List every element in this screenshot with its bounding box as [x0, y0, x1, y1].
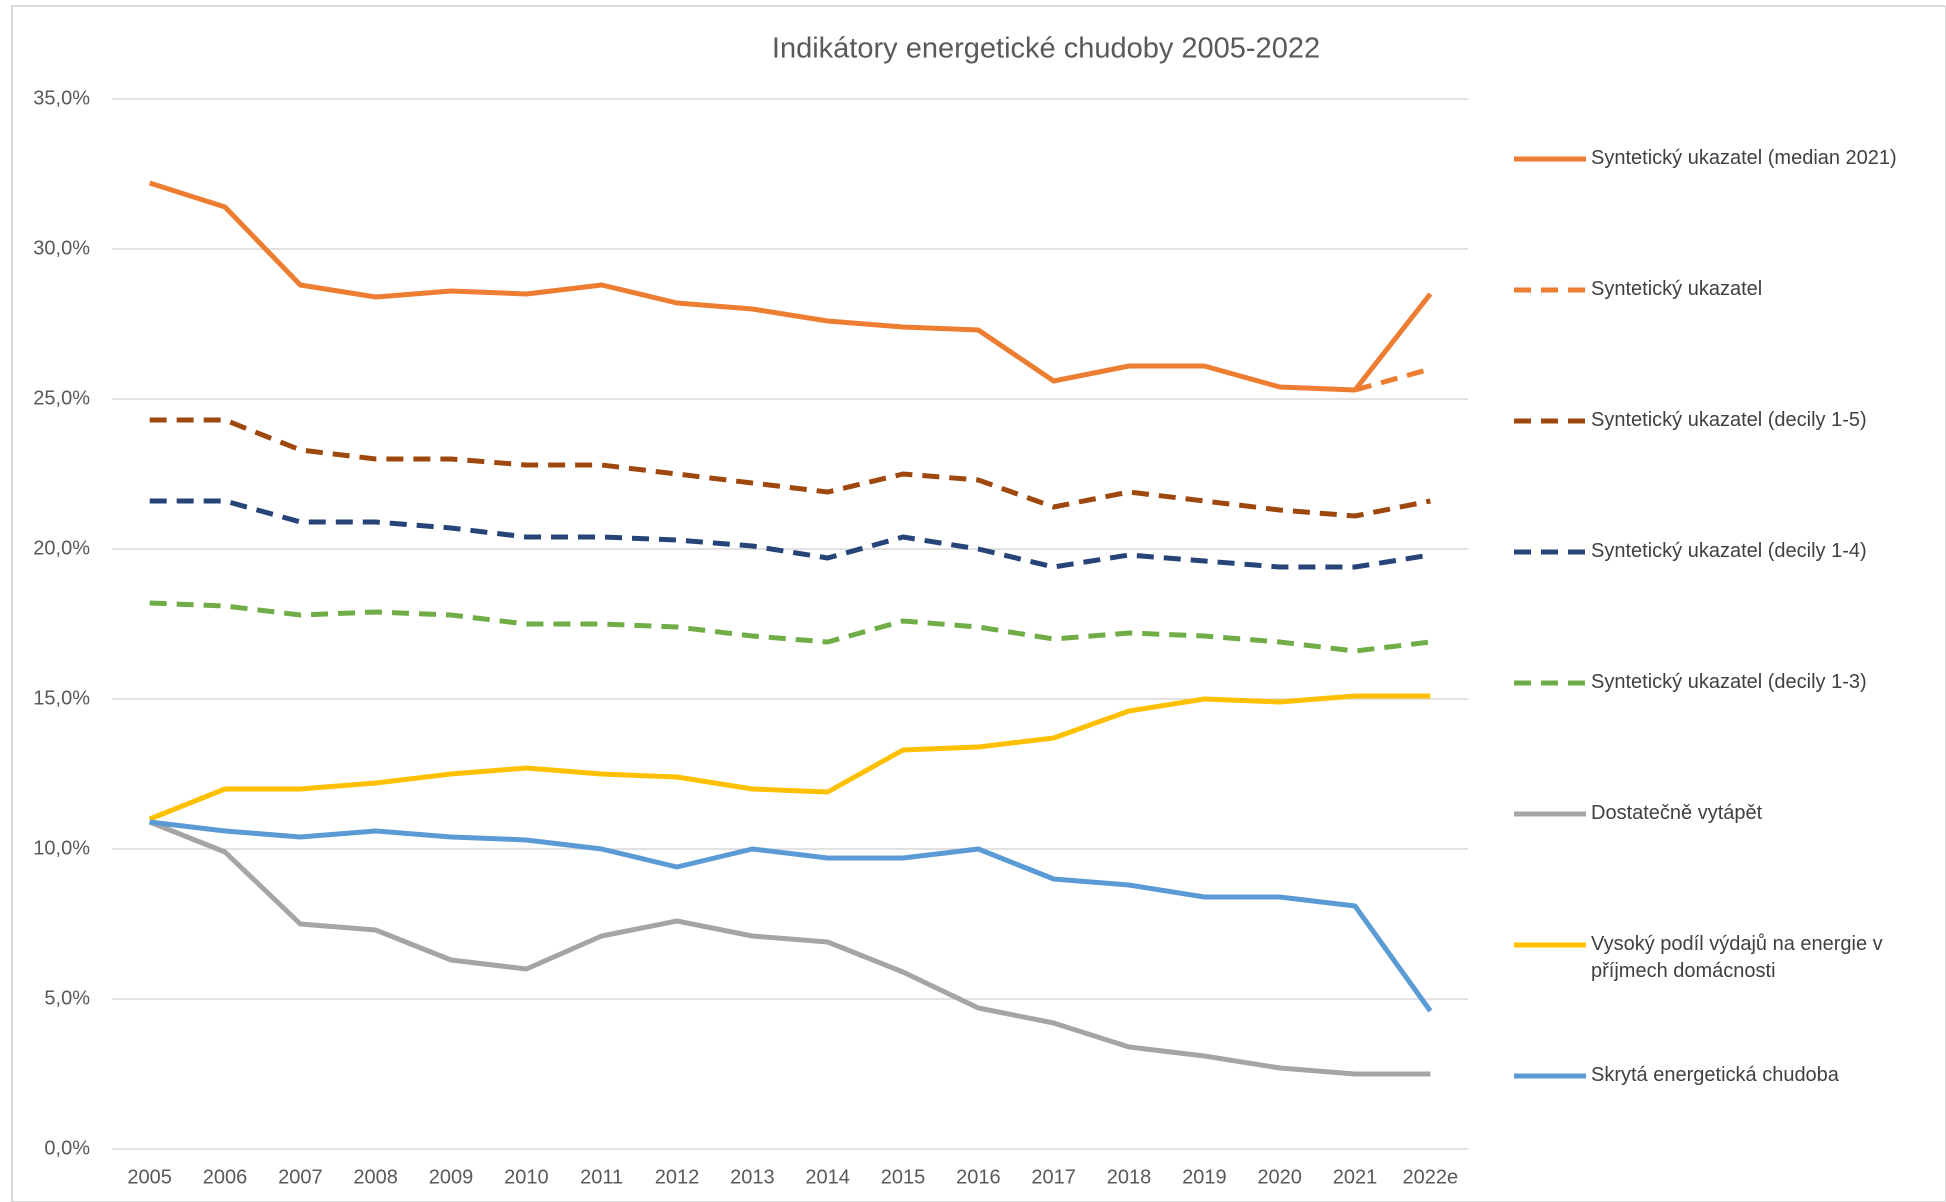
- x-tick-label: 2020: [1257, 1166, 1302, 1188]
- series-line: [148, 819, 1431, 1077]
- y-tick-label: 15,0%: [33, 687, 90, 709]
- y-tick-label: 35,0%: [33, 87, 90, 109]
- legend-label: Syntetický ukazatel (decily 1-3): [1591, 671, 1867, 693]
- x-tick-label: 2012: [655, 1166, 700, 1188]
- y-tick-label: 30,0%: [33, 237, 90, 259]
- x-tick-label: 2008: [353, 1166, 398, 1188]
- series-line: [1354, 366, 1432, 393]
- y-tick-label: 20,0%: [33, 537, 90, 559]
- x-tick-label: 2014: [805, 1166, 850, 1188]
- y-tick-label: 5,0%: [44, 987, 90, 1009]
- legend-label: Syntetický ukazatel: [1591, 278, 1763, 300]
- x-tick-label: 2019: [1182, 1166, 1227, 1188]
- x-tick-label: 2009: [429, 1166, 474, 1188]
- x-tick-label: 2022e: [1403, 1166, 1459, 1188]
- x-tick-label: 2011: [580, 1166, 623, 1188]
- x-tick-label: 2017: [1031, 1166, 1076, 1188]
- series-line: [148, 693, 1431, 822]
- legend-label: Skrytá energetická chudoba: [1591, 1064, 1839, 1086]
- series-line: [149, 600, 1431, 654]
- legend-label: Syntetický ukazatel (decily 1-5): [1591, 409, 1867, 431]
- series-line: [148, 180, 1433, 393]
- x-tick-label: 2010: [504, 1166, 549, 1188]
- y-tick-label: 10,0%: [33, 837, 90, 859]
- legend-label: Syntetický ukazatel (median 2021): [1591, 147, 1897, 169]
- chart-title: Indikátory energetické chudoby 2005-2022: [772, 33, 1320, 65]
- x-tick-label: 2007: [278, 1166, 323, 1188]
- legend-label: Vysoký podíl výdajů na energie v příjmec…: [1591, 933, 1883, 982]
- x-tick-label: 2018: [1107, 1166, 1152, 1188]
- x-tick-label: 2016: [956, 1166, 1001, 1188]
- series-line: [149, 417, 1431, 519]
- series-line: [149, 819, 1433, 1013]
- y-tick-label: 25,0%: [33, 387, 90, 409]
- x-tick-label: 2015: [881, 1166, 926, 1188]
- legend-label: Syntetický ukazatel (decily 1-4): [1591, 540, 1867, 562]
- legend-label: Dostatečně vytápět: [1591, 802, 1763, 824]
- x-tick-label: 2005: [127, 1166, 172, 1188]
- series-line: [149, 498, 1431, 570]
- chart-border: [11, 5, 1946, 1202]
- y-tick-label: 0,0%: [44, 1137, 90, 1159]
- x-tick-label: 2006: [203, 1166, 248, 1188]
- x-tick-label: 2013: [730, 1166, 775, 1188]
- x-tick-label: 2021: [1333, 1166, 1378, 1188]
